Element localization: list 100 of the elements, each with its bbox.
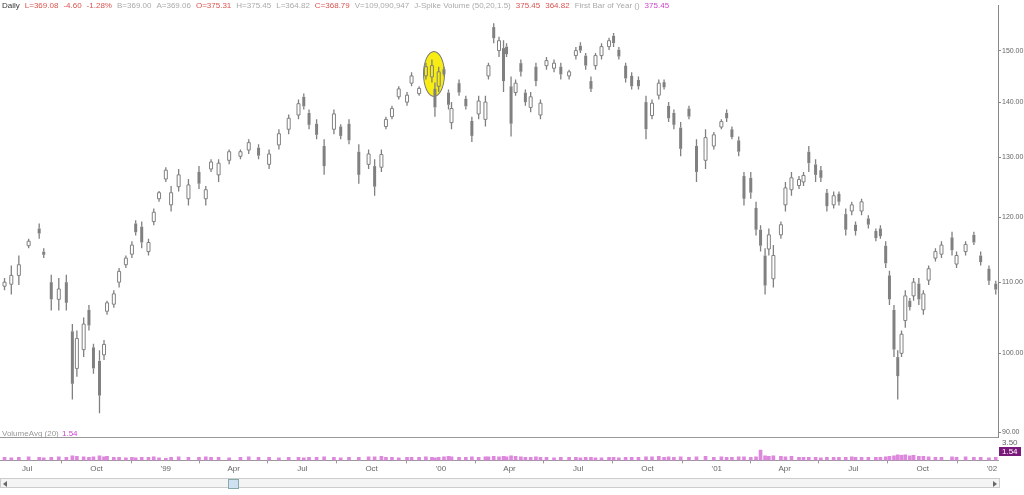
candlestick — [322, 138, 326, 176]
annotation: -1.28% — [86, 1, 112, 10]
bar — [767, 455, 771, 461]
bar — [356, 457, 361, 461]
text: 3.50 — [1002, 438, 1018, 447]
candlestick — [650, 98, 655, 121]
candlestick — [730, 125, 734, 140]
bar — [672, 457, 676, 461]
text: 1.54 — [999, 447, 1021, 456]
candlestick — [457, 78, 461, 97]
candlestick — [405, 91, 410, 107]
bar — [917, 455, 921, 461]
x-tick-label: Apr — [503, 464, 517, 474]
annotation: 375.45 — [644, 1, 670, 10]
x-tick-label: '02 — [986, 464, 998, 474]
annotation: O=375.31 — [195, 1, 232, 10]
candlestick — [169, 185, 174, 213]
candlestick — [389, 105, 394, 121]
candlestick — [383, 115, 388, 130]
annotation: 375.45 — [515, 1, 541, 10]
candlestick — [567, 69, 572, 81]
x-tick-label: Apr — [227, 464, 241, 474]
bar — [993, 457, 998, 461]
annotation: J-Spike Volume (50,20,1.5) — [414, 1, 511, 10]
bar — [903, 454, 908, 461]
x-tick-label: Oct — [365, 464, 379, 474]
bar — [574, 457, 578, 461]
bar — [779, 455, 783, 461]
bar — [797, 457, 801, 461]
candlestick — [98, 349, 101, 414]
bar — [37, 457, 42, 461]
candlestick — [423, 61, 428, 81]
annotation: First Bar of Year () — [574, 1, 640, 10]
annotation: C=368.79 — [314, 1, 350, 10]
bar — [806, 457, 811, 461]
x-tick-label: Oct — [916, 464, 930, 474]
x-tick-label: Jul — [22, 464, 33, 474]
candlestick — [552, 58, 557, 73]
candlestick — [819, 165, 823, 183]
candlestick — [987, 264, 991, 286]
x-tick-label: Jul — [297, 464, 308, 474]
candlestick — [607, 37, 612, 51]
bar — [558, 457, 563, 461]
candlestick — [644, 95, 648, 140]
annotation: A=369.06 — [156, 1, 191, 10]
candlestick — [347, 118, 351, 145]
candlestick — [617, 46, 621, 61]
bar — [464, 457, 468, 461]
candlestick — [227, 148, 232, 166]
annotation: B=369.00 — [116, 1, 152, 10]
candlestick — [123, 254, 128, 269]
candlestick — [56, 277, 61, 312]
candlestick — [972, 231, 976, 246]
candlestick — [429, 58, 434, 84]
annotation: -4.60 — [63, 1, 82, 10]
candlestick — [778, 220, 783, 240]
candlestick — [662, 78, 666, 91]
candlestick — [16, 254, 21, 286]
candlestick — [534, 61, 538, 87]
chart-title: Daily — [2, 1, 20, 10]
annotation: V=109,090,947 — [354, 1, 410, 10]
bar — [687, 457, 691, 461]
x-tick-label: '01 — [711, 464, 723, 474]
candlestick — [197, 165, 201, 190]
candlestick — [417, 85, 422, 97]
annotation: L=369.08 — [24, 1, 59, 10]
bar — [730, 457, 734, 461]
x-tick-label: '00 — [435, 464, 447, 474]
bar — [17, 457, 21, 461]
candlestick — [742, 171, 746, 207]
candlestick — [589, 75, 593, 93]
bar — [567, 457, 571, 461]
candlestick — [825, 188, 829, 213]
x-tick-label: Oct — [641, 464, 655, 474]
x-tick-label: Oct — [90, 464, 104, 474]
candlestick — [117, 267, 122, 289]
bar — [384, 457, 388, 461]
candlestick — [754, 201, 758, 237]
annotation: 364.82 — [545, 1, 570, 10]
candlestick — [874, 227, 878, 242]
candlestick — [694, 138, 698, 183]
bar — [390, 457, 394, 461]
candlestick — [49, 274, 53, 312]
x-tick-label: Apr — [778, 464, 792, 474]
bar — [892, 455, 896, 461]
bar — [457, 457, 461, 461]
x-tick-label: Jul — [848, 464, 859, 474]
bar — [907, 455, 912, 461]
candlestick — [105, 300, 110, 316]
x-tick-label: '99 — [160, 464, 172, 474]
bar — [825, 457, 829, 461]
candlestick — [209, 158, 214, 173]
annotation: 1.54 — [62, 429, 78, 438]
bar — [417, 457, 421, 461]
annotation: L=364.82 — [276, 1, 310, 10]
bar — [509, 455, 513, 461]
bar — [972, 457, 976, 461]
candlestick — [687, 105, 691, 121]
bar — [607, 457, 611, 461]
candlestick — [129, 240, 134, 259]
